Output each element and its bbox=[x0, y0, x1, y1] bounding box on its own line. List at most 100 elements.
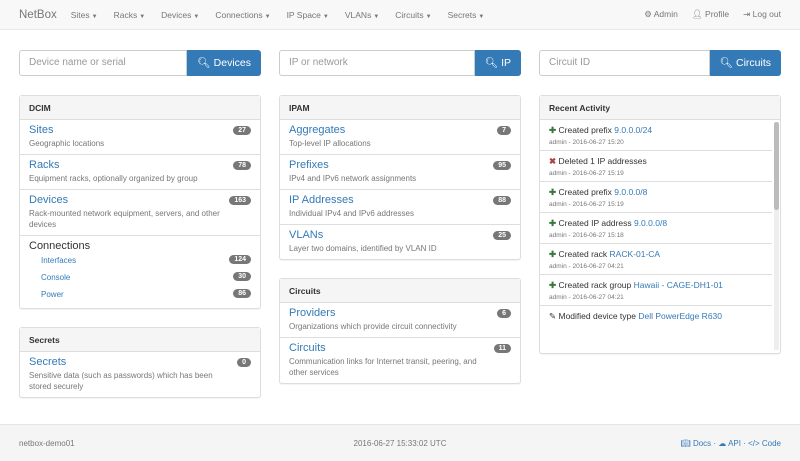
pencil-icon: ✎ bbox=[549, 311, 557, 321]
activity-list[interactable]: ✚ Created prefix 9.0.0.0/24 admin - 2016-… bbox=[540, 120, 780, 353]
item-link[interactable]: Providers bbox=[289, 307, 336, 319]
activity-link[interactable]: Hawaii - CAGE-DH1-01 bbox=[633, 280, 723, 290]
item-link[interactable]: IP Addresses bbox=[289, 194, 354, 206]
code-link[interactable]: </> Code bbox=[748, 438, 781, 448]
plus-icon: ✚ bbox=[549, 249, 557, 259]
count-badge: 7 bbox=[497, 126, 511, 135]
item-link[interactable]: Devices bbox=[29, 194, 69, 206]
caret-down-icon: ▼ bbox=[193, 13, 200, 20]
activity-item: ✚ Created prefix 9.0.0.0/8 admin - 2016-0… bbox=[540, 182, 772, 213]
list-item: Secrets Sensitive data (such as passwords… bbox=[20, 352, 260, 397]
search-button[interactable]: 🔍︎ IP bbox=[474, 50, 521, 76]
count-badge: 88 bbox=[493, 196, 511, 205]
caret-down-icon: ▼ bbox=[322, 13, 329, 20]
search-form: IP or network 🔍︎ IP bbox=[279, 50, 521, 76]
caret-down-icon: ▼ bbox=[425, 13, 432, 20]
connection-link[interactable]: Interfaces 124 bbox=[29, 252, 251, 269]
item-description: Equipment racks, optionally organized by… bbox=[29, 174, 198, 183]
search-input[interactable]: Circuit ID bbox=[539, 50, 710, 76]
activity-link[interactable]: Dell PowerEdge R630 bbox=[638, 311, 723, 321]
count-badge: 78 bbox=[233, 161, 251, 170]
docs-link[interactable]: 📖︎ Docs bbox=[680, 438, 712, 448]
scrollbar[interactable] bbox=[774, 122, 779, 350]
plus-icon: ✚ bbox=[549, 280, 557, 290]
caret-down-icon: ▼ bbox=[478, 13, 485, 20]
item-description: Sensitive data (such as passwords) which… bbox=[29, 371, 213, 391]
brand-logo[interactable]: NetBox bbox=[19, 8, 57, 21]
activity-meta: admin - 2016-06-27 15:18 bbox=[549, 232, 624, 239]
panel-heading: IPAM bbox=[280, 96, 520, 120]
activity-item: ✚ Created prefix 9.0.0.0/24 admin - 2016-… bbox=[540, 120, 772, 151]
logout-icon: ⇥ bbox=[743, 9, 751, 19]
activity-meta: admin - 2016-06-27 15:20 bbox=[549, 139, 624, 146]
caret-down-icon: ▼ bbox=[373, 13, 380, 20]
item-link[interactable]: VLANs bbox=[289, 229, 324, 241]
activity-link[interactable]: 9.0.0.0/8 bbox=[633, 218, 668, 228]
dcim-panel: DCIM Sites Geographic locations 27 Racks Equi… bbox=[19, 95, 261, 309]
activity-meta: admin - 2016-06-27 04:21 bbox=[549, 294, 624, 301]
list-item: Circuits Communication links for Internet… bbox=[280, 338, 520, 383]
search-input[interactable]: IP or network bbox=[279, 50, 475, 76]
search-form: Circuit ID 🔍︎ Circuits bbox=[539, 50, 781, 76]
activity-item: ✚ Created rack group Hawaii - CAGE-DH1-0… bbox=[540, 275, 772, 306]
activity-link[interactable]: RACK-01-CA bbox=[609, 249, 661, 259]
connections-item: Connections Interfaces 124 Console 30 Power 86 bbox=[20, 236, 260, 308]
item-link[interactable]: Prefixes bbox=[289, 159, 329, 171]
activity-meta: admin - 2016-06-27 04:21 bbox=[549, 263, 624, 270]
hostname: netbox-demo01 bbox=[19, 438, 75, 448]
x-icon: ✖ bbox=[549, 156, 557, 166]
list-item: Aggregates Top-level IP allocations 7 bbox=[280, 120, 520, 155]
item-link[interactable]: Racks bbox=[29, 159, 60, 171]
circuits-panel: Circuits Providers Organizations which pro… bbox=[279, 278, 521, 384]
item-description: Individual IPv4 and IPv6 addresses bbox=[289, 209, 414, 218]
profile-link[interactable]: 👤︎ Profile bbox=[691, 9, 730, 19]
activity-meta: admin - 2016-06-27 15:19 bbox=[549, 170, 624, 177]
item-description: Communication links for Internet transit… bbox=[289, 357, 477, 377]
item-link[interactable]: Aggregates bbox=[289, 124, 346, 136]
plus-icon: ✚ bbox=[549, 218, 557, 228]
navbar: NetBox Sites ▼ Racks ▼ Devices ▼ Connections ▼ I… bbox=[0, 0, 800, 30]
nav-menu-racks[interactable]: Racks ▼ bbox=[113, 9, 146, 20]
connection-link[interactable]: Power 86 bbox=[29, 286, 251, 303]
count-badge: 0 bbox=[237, 358, 251, 367]
list-item: Racks Equipment racks, optionally organiz… bbox=[20, 155, 260, 190]
item-link[interactable]: Circuits bbox=[289, 342, 326, 354]
count-badge: 27 bbox=[233, 126, 251, 135]
plus-icon: ✚ bbox=[549, 125, 557, 135]
count-badge: 95 bbox=[493, 161, 511, 170]
connection-link[interactable]: Console 30 bbox=[29, 269, 251, 286]
nav-menu-connections[interactable]: Connections ▼ bbox=[215, 9, 271, 20]
caret-down-icon: ▼ bbox=[264, 13, 271, 20]
item-description: Organizations which provide circuit conn… bbox=[289, 322, 457, 331]
search-button[interactable]: 🔍︎ Circuits bbox=[709, 50, 781, 76]
item-description: IPv4 and IPv6 network assignments bbox=[289, 174, 417, 183]
nav-menu-circuits[interactable]: Circuits ▼ bbox=[395, 9, 432, 20]
count-badge: 163 bbox=[229, 196, 251, 205]
activity-link[interactable]: 9.0.0.0/24 bbox=[614, 125, 653, 135]
list-item: Devices Rack-mounted network equipment, s… bbox=[20, 190, 260, 236]
count-badge: 11 bbox=[493, 344, 511, 353]
count-badge: 30 bbox=[233, 272, 251, 281]
footer: netbox-demo01 2016-06-27 15:33:02 UTC 📖︎… bbox=[0, 424, 800, 461]
panel-heading: Recent Activity bbox=[540, 96, 780, 120]
logout-link[interactable]: ⇥ Log out bbox=[743, 9, 781, 19]
activity-item: ✚ Created IP address 9.0.0.0/8 admin - 20… bbox=[540, 213, 772, 244]
nav-menu-sites[interactable]: Sites ▼ bbox=[70, 9, 98, 20]
list-item: Sites Geographic locations 27 bbox=[20, 120, 260, 155]
search-button[interactable]: 🔍︎ Devices bbox=[187, 50, 261, 76]
activity-link[interactable]: 9.0.0.0/8 bbox=[614, 187, 648, 197]
admin-link[interactable]: ⚙ Admin bbox=[644, 9, 678, 19]
nav-menu-secrets[interactable]: Secrets ▼ bbox=[447, 9, 485, 20]
search-input[interactable]: Device name or serial bbox=[19, 50, 188, 76]
api-link[interactable]: ☁ API bbox=[718, 438, 741, 448]
panel-heading: DCIM bbox=[20, 96, 260, 120]
nav-menu-vlans[interactable]: VLANs ▼ bbox=[344, 9, 380, 20]
item-link[interactable]: Sites bbox=[29, 124, 54, 136]
nav-menu-ip-space[interactable]: IP Space ▼ bbox=[286, 9, 329, 20]
scrollbar-thumb[interactable] bbox=[774, 122, 779, 210]
item-link[interactable]: Secrets bbox=[29, 356, 67, 368]
item-description: Top-level IP allocations bbox=[289, 139, 371, 148]
ipam-panel: IPAM Aggregates Top-level IP allocations 7 P… bbox=[279, 95, 521, 260]
connections-label: Connections bbox=[29, 240, 91, 252]
nav-menu-devices[interactable]: Devices ▼ bbox=[161, 9, 200, 20]
